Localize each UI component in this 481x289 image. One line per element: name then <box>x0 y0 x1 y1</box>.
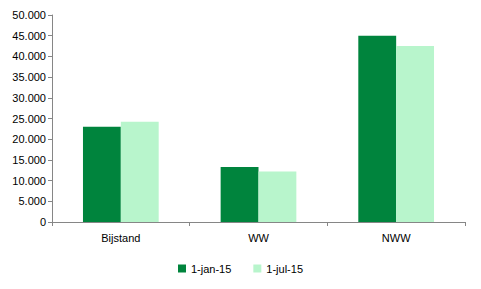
svg-text:50.000: 50.000 <box>12 9 46 21</box>
svg-text:20.000: 20.000 <box>12 133 46 145</box>
svg-text:1-jan-15: 1-jan-15 <box>191 263 231 275</box>
svg-text:15.000: 15.000 <box>12 154 46 166</box>
svg-text:0: 0 <box>40 216 46 228</box>
svg-text:Bijstand: Bijstand <box>101 232 140 244</box>
svg-text:45.000: 45.000 <box>12 30 46 42</box>
svg-text:35.000: 35.000 <box>12 71 46 83</box>
svg-text:5.000: 5.000 <box>18 195 46 207</box>
svg-text:25.000: 25.000 <box>12 113 46 125</box>
svg-text:WW: WW <box>248 232 269 244</box>
svg-text:1-jul-15: 1-jul-15 <box>266 263 303 275</box>
svg-text:NWW: NWW <box>382 232 411 244</box>
svg-text:30.000: 30.000 <box>12 92 46 104</box>
svg-text:40.000: 40.000 <box>12 50 46 62</box>
svg-text:10.000: 10.000 <box>12 175 46 187</box>
